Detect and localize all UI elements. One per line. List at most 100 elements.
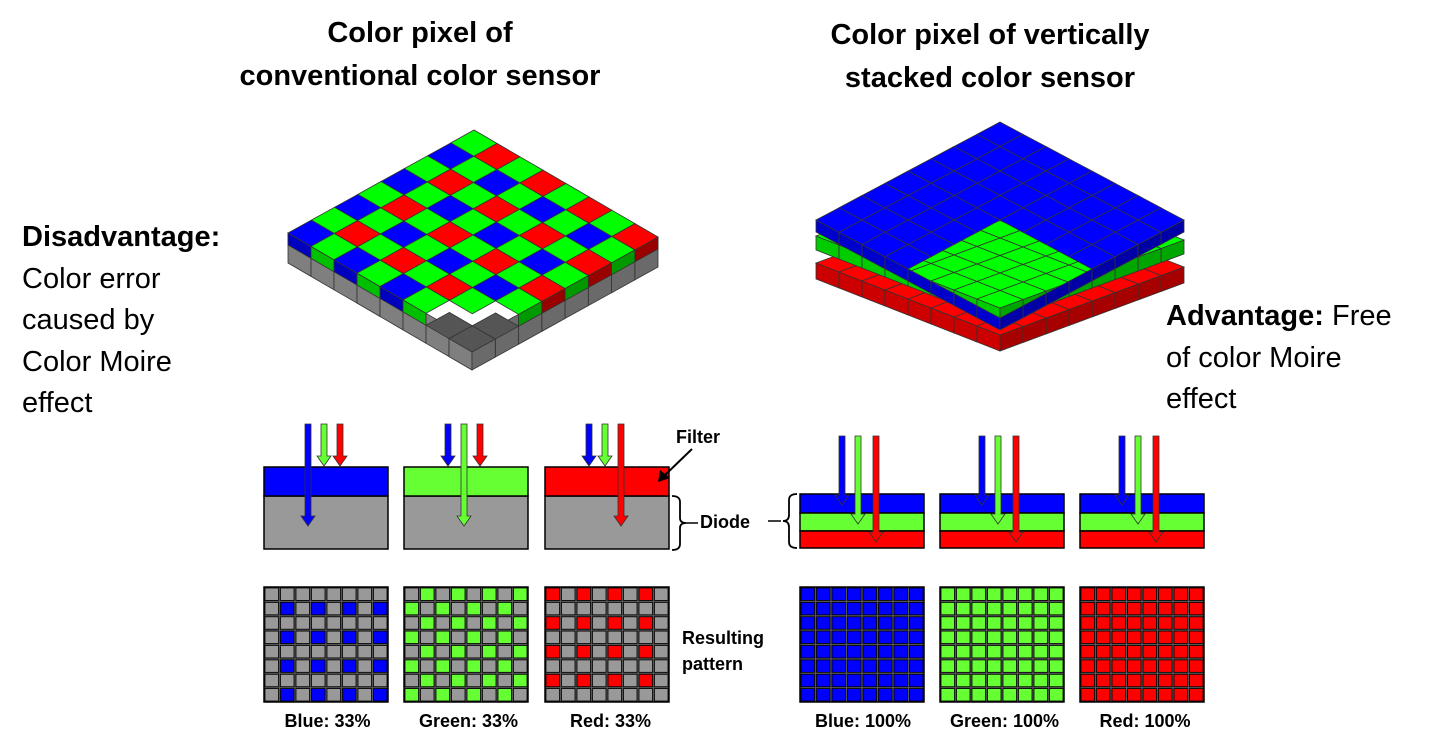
pattern-blue-33-cell bbox=[311, 587, 326, 601]
pattern-blue-33-cell bbox=[373, 602, 388, 616]
pattern-red-33-cell bbox=[654, 659, 669, 673]
pattern-blue-100-cell bbox=[800, 688, 815, 702]
pattern-green-100-cell bbox=[940, 587, 955, 601]
pattern-green-33-cell bbox=[451, 602, 466, 616]
pattern-blue-33-cell bbox=[373, 688, 388, 702]
pattern-green-100-cell bbox=[940, 616, 955, 630]
pattern-green-33-cell bbox=[497, 659, 512, 673]
pattern-blue-100-cell bbox=[909, 673, 924, 688]
pattern-green-33-cell bbox=[420, 645, 435, 659]
blue-diode-layer bbox=[1079, 493, 1205, 514]
pattern-green-100-cell bbox=[1049, 602, 1064, 616]
pattern-red-33-cell bbox=[576, 587, 591, 601]
pattern-blue-33-cell bbox=[280, 688, 295, 702]
bayer-filter-cell bbox=[448, 287, 497, 315]
caption-red-33: Red: 33% bbox=[569, 711, 652, 731]
pattern-red-33-cell bbox=[545, 673, 560, 688]
pattern-red-100-cell bbox=[1096, 630, 1111, 644]
pattern-green-33-cell bbox=[466, 688, 481, 702]
pattern-blue-33-cell bbox=[326, 630, 341, 644]
pattern-blue-33-cell bbox=[357, 616, 372, 630]
pattern-green-33-cell bbox=[404, 602, 419, 616]
pattern-green-100-cell bbox=[1018, 602, 1033, 616]
pattern-red-100-cell bbox=[1080, 645, 1095, 659]
pattern-blue-33-cell bbox=[280, 659, 295, 673]
pattern-blue-100-cell bbox=[878, 673, 893, 688]
stacked-sensor-3d bbox=[814, 121, 1186, 352]
pattern-blue-100-cell bbox=[800, 630, 815, 644]
pattern-blue-33-cell bbox=[264, 673, 279, 688]
pattern-green-100-cell bbox=[1033, 602, 1048, 616]
pattern-blue-33-cell bbox=[280, 673, 295, 688]
pattern-green-100-cell bbox=[956, 630, 971, 644]
pattern-green-33-cell bbox=[466, 645, 481, 659]
pattern-green-100-cell bbox=[1002, 645, 1017, 659]
caption-blue-33: Blue: 33% bbox=[284, 711, 371, 731]
pattern-green-33-cell bbox=[435, 673, 450, 688]
pattern-blue-33-cell bbox=[264, 602, 279, 616]
pattern-green-33-cell bbox=[451, 587, 466, 601]
pattern-red-100-cell bbox=[1189, 602, 1204, 616]
pattern-red-100-cell bbox=[1173, 673, 1188, 688]
pattern-blue-100-cell bbox=[800, 616, 815, 630]
pattern-red-33-cell bbox=[592, 602, 607, 616]
light-arrow bbox=[597, 423, 613, 467]
pattern-blue-100-cell bbox=[847, 688, 862, 702]
pattern-blue-100-cell bbox=[878, 645, 893, 659]
pattern-blue-33-cell bbox=[326, 673, 341, 688]
pattern-blue-100-cell bbox=[847, 673, 862, 688]
pattern-red-33-cell bbox=[592, 630, 607, 644]
pattern-blue-100-cell bbox=[800, 587, 815, 601]
pattern-red-100-cell bbox=[1080, 659, 1095, 673]
pattern-red-100-cell bbox=[1173, 645, 1188, 659]
pattern-red-33-cell bbox=[592, 673, 607, 688]
pattern-blue-33-cell bbox=[373, 659, 388, 673]
pattern-blue-100-cell bbox=[862, 602, 877, 616]
pattern-blue-33-cell bbox=[280, 645, 295, 659]
disadvantage-label: Disadvantage: bbox=[22, 221, 221, 253]
pattern-green-33-cell bbox=[420, 688, 435, 702]
advantage-line: effect bbox=[1166, 383, 1237, 415]
pattern-green-100-cell bbox=[1033, 688, 1048, 702]
pattern-red-33-cell bbox=[592, 688, 607, 702]
pattern-blue-100-cell bbox=[893, 630, 908, 644]
pattern-red-33-cell bbox=[561, 630, 576, 644]
title-stacked-line2: stacked color sensor bbox=[844, 62, 1136, 94]
pattern-green-33-cell bbox=[497, 673, 512, 688]
pattern-blue-33-cell bbox=[326, 616, 341, 630]
pattern-red-100-cell bbox=[1189, 673, 1204, 688]
pattern-green-100-cell bbox=[1018, 645, 1033, 659]
pattern-green-33-cell bbox=[420, 673, 435, 688]
pattern-red-100-cell bbox=[1142, 587, 1157, 601]
pattern-green-33-cell bbox=[497, 688, 512, 702]
light-arrow bbox=[1130, 435, 1146, 525]
pattern-green-100-cell bbox=[1018, 587, 1033, 601]
pattern-blue-33-cell bbox=[357, 587, 372, 601]
pattern-blue-100-cell bbox=[893, 602, 908, 616]
title-stacked: Color pixel of vertically stacked color … bbox=[780, 14, 1200, 100]
pattern-green-33-cell bbox=[513, 587, 528, 601]
pattern-blue-33-cell bbox=[342, 659, 357, 673]
diode-brace-left bbox=[671, 495, 687, 551]
pattern-blue-100-cell bbox=[878, 587, 893, 601]
pattern-red-33-cell bbox=[576, 602, 591, 616]
caption-blue-100: Blue: 100% bbox=[814, 711, 912, 731]
pattern-blue-100-cell bbox=[847, 602, 862, 616]
pattern-green-100-cell bbox=[940, 602, 955, 616]
pattern-red-33-cell bbox=[576, 688, 591, 702]
pattern-red-33-cell bbox=[545, 630, 560, 644]
pattern-green-33-cell bbox=[513, 688, 528, 702]
pattern-blue-33-cell bbox=[373, 645, 388, 659]
pattern-blue-100-cell bbox=[878, 688, 893, 702]
pattern-blue-33-cell bbox=[373, 587, 388, 601]
pattern-red-33-cell bbox=[623, 673, 638, 688]
light-arrow bbox=[1008, 435, 1024, 543]
pattern-green-100-cell bbox=[1018, 630, 1033, 644]
pattern-blue-100-cell bbox=[862, 688, 877, 702]
pattern-green-100-cell bbox=[940, 688, 955, 702]
pattern-red-33-cell bbox=[654, 602, 669, 616]
pattern-green-33-cell bbox=[497, 587, 512, 601]
pattern-green-100-cell bbox=[1049, 587, 1064, 601]
pattern-red-100-cell bbox=[1080, 587, 1095, 601]
pattern-blue-100-cell bbox=[800, 673, 815, 688]
